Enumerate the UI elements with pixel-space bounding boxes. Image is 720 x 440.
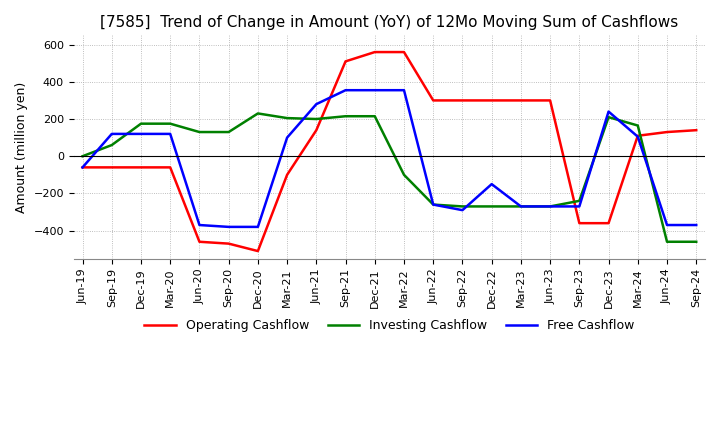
Free Cashflow xyxy=(312,102,320,107)
Operating Cashflow xyxy=(225,241,233,246)
Investing Cashflow xyxy=(516,204,525,209)
Free Cashflow xyxy=(137,131,145,136)
Operating Cashflow xyxy=(458,98,467,103)
Free Cashflow xyxy=(253,224,262,230)
Operating Cashflow xyxy=(137,165,145,170)
Investing Cashflow xyxy=(662,239,671,244)
Investing Cashflow xyxy=(312,117,320,122)
Legend: Operating Cashflow, Investing Cashflow, Free Cashflow: Operating Cashflow, Investing Cashflow, … xyxy=(140,314,639,337)
Free Cashflow xyxy=(341,88,350,93)
Investing Cashflow xyxy=(341,114,350,119)
Investing Cashflow xyxy=(78,154,87,159)
Investing Cashflow xyxy=(225,129,233,135)
Investing Cashflow xyxy=(371,114,379,119)
Operating Cashflow xyxy=(400,49,408,55)
Line: Free Cashflow: Free Cashflow xyxy=(83,90,696,227)
Investing Cashflow xyxy=(195,129,204,135)
Free Cashflow xyxy=(662,222,671,227)
Investing Cashflow xyxy=(546,204,554,209)
Operating Cashflow xyxy=(371,49,379,55)
Investing Cashflow xyxy=(692,239,701,244)
Operating Cashflow xyxy=(283,172,292,177)
Investing Cashflow xyxy=(107,143,116,148)
Operating Cashflow xyxy=(253,249,262,254)
Line: Operating Cashflow: Operating Cashflow xyxy=(83,52,696,251)
Operating Cashflow xyxy=(429,98,438,103)
Investing Cashflow xyxy=(137,121,145,126)
Free Cashflow xyxy=(225,224,233,230)
Free Cashflow xyxy=(429,202,438,207)
Free Cashflow xyxy=(166,131,174,136)
Investing Cashflow xyxy=(429,202,438,207)
Operating Cashflow xyxy=(546,98,554,103)
Free Cashflow xyxy=(400,88,408,93)
Operating Cashflow xyxy=(575,220,584,226)
Free Cashflow xyxy=(575,204,584,209)
Investing Cashflow xyxy=(634,123,642,128)
Free Cashflow xyxy=(78,165,87,170)
Operating Cashflow xyxy=(516,98,525,103)
Investing Cashflow xyxy=(458,204,467,209)
Free Cashflow xyxy=(604,109,613,114)
Operating Cashflow xyxy=(195,239,204,244)
Investing Cashflow xyxy=(166,121,174,126)
Investing Cashflow xyxy=(283,115,292,121)
Free Cashflow xyxy=(283,135,292,140)
Operating Cashflow xyxy=(487,98,496,103)
Operating Cashflow xyxy=(166,165,174,170)
Investing Cashflow xyxy=(604,114,613,120)
Free Cashflow xyxy=(546,204,554,209)
Operating Cashflow xyxy=(662,129,671,135)
Investing Cashflow xyxy=(487,204,496,209)
Operating Cashflow xyxy=(341,59,350,64)
Free Cashflow xyxy=(458,208,467,213)
Free Cashflow xyxy=(107,131,116,136)
Free Cashflow xyxy=(516,204,525,209)
Operating Cashflow xyxy=(107,165,116,170)
Operating Cashflow xyxy=(692,128,701,133)
Free Cashflow xyxy=(371,88,379,93)
Free Cashflow xyxy=(634,134,642,139)
Operating Cashflow xyxy=(78,165,87,170)
Free Cashflow xyxy=(487,181,496,187)
Investing Cashflow xyxy=(400,172,408,177)
Title: [7585]  Trend of Change in Amount (YoY) of 12Mo Moving Sum of Cashflows: [7585] Trend of Change in Amount (YoY) o… xyxy=(100,15,678,30)
Free Cashflow xyxy=(195,222,204,227)
Investing Cashflow xyxy=(575,198,584,203)
Y-axis label: Amount (million yen): Amount (million yen) xyxy=(15,81,28,213)
Line: Investing Cashflow: Investing Cashflow xyxy=(83,114,696,242)
Free Cashflow xyxy=(692,222,701,227)
Operating Cashflow xyxy=(312,128,320,133)
Operating Cashflow xyxy=(604,220,613,226)
Operating Cashflow xyxy=(634,133,642,139)
Investing Cashflow xyxy=(253,111,262,116)
